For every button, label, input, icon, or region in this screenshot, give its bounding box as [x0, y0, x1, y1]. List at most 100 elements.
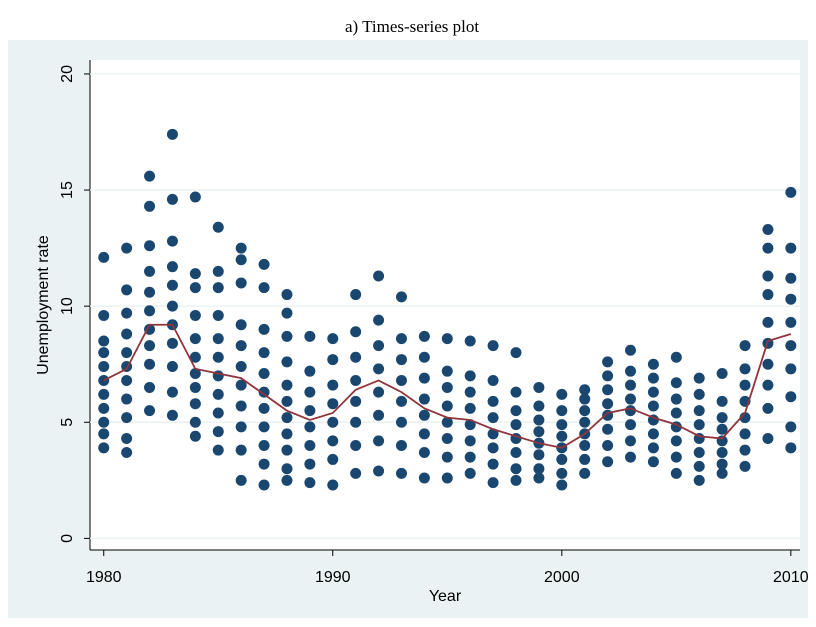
point [258, 402, 270, 414]
point [258, 439, 270, 451]
point [556, 419, 568, 431]
point [189, 368, 201, 380]
point [533, 400, 545, 412]
point [533, 463, 545, 475]
point [693, 372, 705, 384]
point [716, 423, 728, 435]
point [395, 439, 407, 451]
point [739, 428, 751, 440]
point [762, 358, 774, 370]
point [602, 423, 614, 435]
point [235, 340, 247, 352]
point [487, 374, 499, 386]
point [212, 309, 224, 321]
point [304, 365, 316, 377]
point [189, 268, 201, 280]
point [441, 472, 453, 484]
point [144, 200, 156, 212]
point [98, 388, 110, 400]
point [258, 347, 270, 359]
point [212, 351, 224, 363]
point [716, 368, 728, 380]
point [418, 446, 430, 458]
point [785, 421, 797, 433]
point [144, 170, 156, 182]
point [602, 384, 614, 396]
point [121, 374, 133, 386]
point [121, 347, 133, 359]
point [350, 395, 362, 407]
y-tick-label: 5 [59, 418, 76, 427]
point [373, 270, 385, 282]
point [98, 442, 110, 454]
point [441, 381, 453, 393]
point [647, 428, 659, 440]
point [785, 272, 797, 284]
y-axis-title: Unemployment rate [35, 235, 52, 375]
point [670, 393, 682, 405]
point [464, 467, 476, 479]
point [625, 419, 637, 431]
point [395, 333, 407, 345]
point [510, 347, 522, 359]
point [556, 405, 568, 417]
point [235, 277, 247, 289]
point [350, 289, 362, 301]
mean-line [103, 323, 792, 449]
point [785, 293, 797, 305]
point [510, 463, 522, 475]
point [373, 409, 385, 421]
point [785, 391, 797, 403]
point [373, 465, 385, 477]
point [716, 395, 728, 407]
point [487, 477, 499, 489]
point [144, 381, 156, 393]
point [304, 421, 316, 433]
point [212, 388, 224, 400]
point [487, 340, 499, 352]
point [304, 439, 316, 451]
point [625, 365, 637, 377]
y-tick-label: 10 [59, 297, 76, 315]
point [579, 384, 591, 396]
point [418, 351, 430, 363]
point [418, 330, 430, 342]
point [189, 333, 201, 345]
point [693, 405, 705, 417]
point [556, 467, 568, 479]
point [327, 354, 339, 366]
point [602, 456, 614, 468]
point [625, 344, 637, 356]
point [350, 416, 362, 428]
point [281, 412, 293, 424]
point [670, 467, 682, 479]
point [395, 416, 407, 428]
point [373, 314, 385, 326]
point [166, 300, 178, 312]
point [212, 265, 224, 277]
point [121, 328, 133, 340]
point [533, 426, 545, 438]
point [487, 442, 499, 454]
point [304, 405, 316, 417]
point [762, 289, 774, 301]
point [739, 340, 751, 352]
point [762, 379, 774, 391]
point [304, 330, 316, 342]
point [625, 379, 637, 391]
point [258, 479, 270, 491]
point [166, 279, 178, 291]
point [579, 467, 591, 479]
point [166, 128, 178, 140]
point [235, 400, 247, 412]
point [579, 393, 591, 405]
point [189, 191, 201, 203]
point [464, 402, 476, 414]
point [121, 433, 133, 445]
point [602, 398, 614, 410]
point [647, 442, 659, 454]
point [304, 477, 316, 489]
point [487, 458, 499, 470]
point [121, 446, 133, 458]
point [556, 453, 568, 465]
